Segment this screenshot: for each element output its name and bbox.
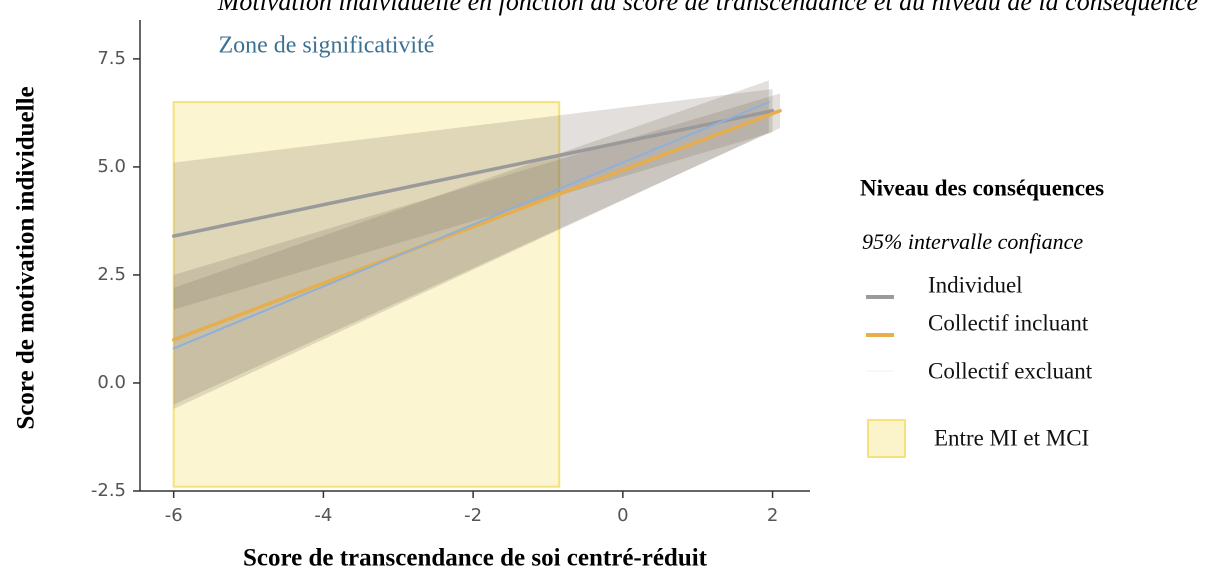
x-tick-label: -4: [314, 505, 332, 526]
x-tick-label: -6: [165, 505, 183, 526]
legend-label: Collectif incluant: [928, 310, 1089, 335]
significance-zone: [172, 101, 561, 488]
y-tick-label: 0.0: [97, 372, 126, 393]
confidence-band: [173, 89, 773, 310]
x-tick-label: 2: [767, 505, 778, 526]
legend-label: Individuel: [928, 272, 1023, 297]
series-line: [172, 101, 770, 350]
x-axis-label: Score de transcendance de soi centré-réd…: [243, 545, 708, 572]
y-tick-label: 2.5: [97, 264, 126, 285]
y-tick-label: -2.5: [91, 480, 126, 501]
y-tick-label: 5.0: [97, 156, 126, 177]
series-line: [171, 108, 775, 238]
legend-subtitle: 95% intervalle confiance: [862, 229, 1083, 254]
y-tick-label: 7.5: [97, 48, 126, 69]
chart-title: Motivation individuelle en fonction du s…: [217, 0, 1198, 16]
legend-zone-label: Entre MI et MCI: [934, 425, 1089, 450]
x-tick-label: -2: [464, 505, 482, 526]
legend-label: Collectif excluant: [928, 358, 1093, 383]
x-tick-label: 0: [617, 505, 628, 526]
series-line: [171, 108, 782, 342]
y-axis-label: Score de motivation individuelle: [13, 86, 40, 429]
legend-title: Niveau des conséquences: [860, 175, 1104, 200]
zone-label: Zone de significativité: [218, 33, 434, 59]
confidence-band: [173, 93, 781, 405]
legend-zone-swatch: [867, 419, 906, 458]
